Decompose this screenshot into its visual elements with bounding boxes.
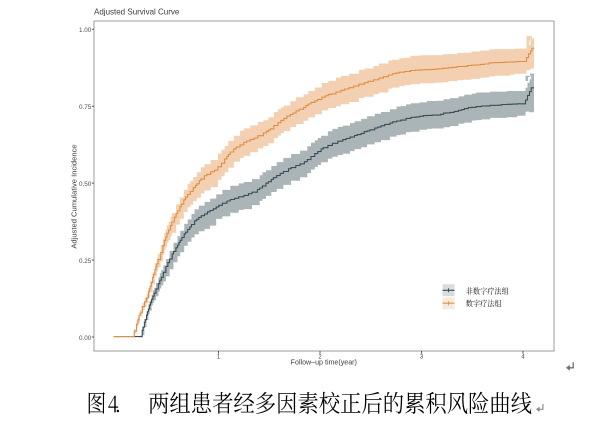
svg-text:2: 2	[318, 354, 322, 361]
svg-text:0.00: 0.00	[79, 335, 92, 342]
svg-text:0.75: 0.75	[79, 104, 92, 111]
svg-text:Follow–up time(year): Follow–up time(year)	[291, 358, 357, 366]
svg-text:3: 3	[420, 354, 424, 361]
svg-text:0.50: 0.50	[79, 181, 92, 188]
svg-text:Adjusted Survival Curve: Adjusted Survival Curve	[94, 7, 180, 16]
svg-text:1.00: 1.00	[79, 27, 92, 34]
svg-text:Adjusted Cumulative Incidence: Adjusted Cumulative Incidence	[69, 144, 78, 248]
svg-text:1: 1	[217, 354, 221, 361]
svg-text:4: 4	[521, 354, 525, 361]
svg-text:0.25: 0.25	[79, 258, 92, 265]
